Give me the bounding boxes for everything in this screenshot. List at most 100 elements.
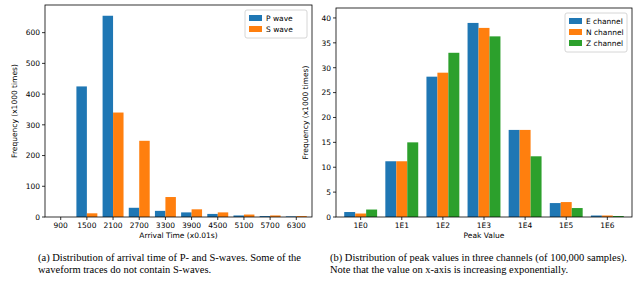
y-tick-label: 400 [26,90,41,99]
x-tick [243,217,244,220]
bar [103,16,113,217]
x-tick [566,217,567,220]
x-tick [86,217,87,220]
y-axis-label: Frequency (x1000 times) [301,66,310,160]
legend-swatch [569,18,582,24]
x-tick-label: 1E4 [518,221,533,230]
bar [448,53,459,217]
x-tick [442,217,443,220]
x-axis-label: Peak Value [464,231,505,240]
x-tick-label: 5100 [234,221,253,230]
y-tick [333,192,336,193]
bar [139,141,149,217]
x-tick [113,217,114,220]
y-tick-label: 600 [26,28,41,37]
plot-frame [45,5,312,217]
y-tick-label: 25 [321,88,331,97]
y-tick-label: 15 [321,138,331,147]
y-tick [42,155,45,156]
x-tick [270,217,271,220]
bar [572,208,583,217]
y-tick-label: 300 [26,121,41,130]
legend-swatch [249,15,262,21]
bar [129,208,139,217]
y-tick-label: 200 [26,151,41,160]
bar [155,211,165,217]
chart: 05101520253035401E01E11E21E31E41E51E6Pea… [301,8,632,240]
bar [437,73,448,217]
bar [561,202,572,217]
x-tick [60,217,61,220]
y-tick-label: 100 [26,182,41,191]
caption: (a) Distribution of arrival time of P- a… [38,252,308,276]
x-tick-label: 1E6 [600,221,615,230]
bar [407,142,418,217]
x-tick [607,217,608,220]
x-tick-label: 1E2 [436,221,451,230]
legend-label: N channel [586,28,624,37]
bar [207,214,217,217]
y-tick [333,92,336,93]
x-tick-label: 1E0 [354,221,369,230]
bar [385,161,396,217]
y-tick [42,32,45,33]
y-tick-label: 0 [326,213,331,222]
x-tick-label: 1500 [77,221,96,230]
y-axis-label: Frequency (x1000 times) [10,64,19,158]
legend-label: Z channel [586,39,623,48]
x-tick [165,217,166,220]
y-tick-label: 5 [326,188,331,197]
bar [489,36,500,217]
x-tick [296,217,297,220]
x-tick [484,217,485,220]
bar [468,23,479,217]
y-tick [333,117,336,118]
y-tick [42,63,45,64]
y-tick-label: 0 [35,213,40,222]
legend-swatch [249,26,262,32]
x-tick-label: 900 [54,221,69,230]
x-tick [139,217,140,220]
y-tick [42,186,45,187]
legend-swatch [569,40,582,46]
y-tick-label: 20 [321,113,331,122]
x-tick-label: 4500 [208,221,227,230]
caption: (b) Distribution of peak values in three… [330,252,630,276]
x-tick-label: 6300 [287,221,306,230]
y-tick-label: 40 [321,14,331,23]
bar [192,209,202,217]
y-tick [333,167,336,168]
y-tick [333,142,336,143]
plot-frame [336,8,632,217]
y-tick [333,17,336,18]
legend-box [565,13,627,52]
legend: E channel N channel Z channel [565,13,627,52]
bar [366,210,377,217]
bar [181,212,191,217]
y-tick [42,217,45,218]
bar [165,197,175,217]
y-tick [333,42,336,43]
x-tick-label: 3300 [156,221,175,230]
bars [76,16,306,217]
bar [396,161,407,217]
bar [550,203,561,217]
legend-box [245,10,307,38]
legend-label: P wave [266,14,293,23]
legend: P wave S wave [245,10,307,38]
x-tick [191,217,192,220]
legend-label: S wave [266,25,293,34]
y-tick [42,124,45,125]
x-tick-label: 1E1 [395,221,410,230]
x-tick [217,217,218,220]
bar [509,130,520,217]
chart: 0100200300400500600900150021002700330039… [10,5,312,240]
bar [218,212,228,217]
legend-label: E channel [586,17,623,26]
y-tick-label: 30 [321,64,331,73]
bar [355,214,366,217]
x-tick-label: 5700 [261,221,280,230]
x-tick-label: 3900 [182,221,201,230]
bar [520,130,531,217]
y-tick-label: 10 [321,163,331,172]
